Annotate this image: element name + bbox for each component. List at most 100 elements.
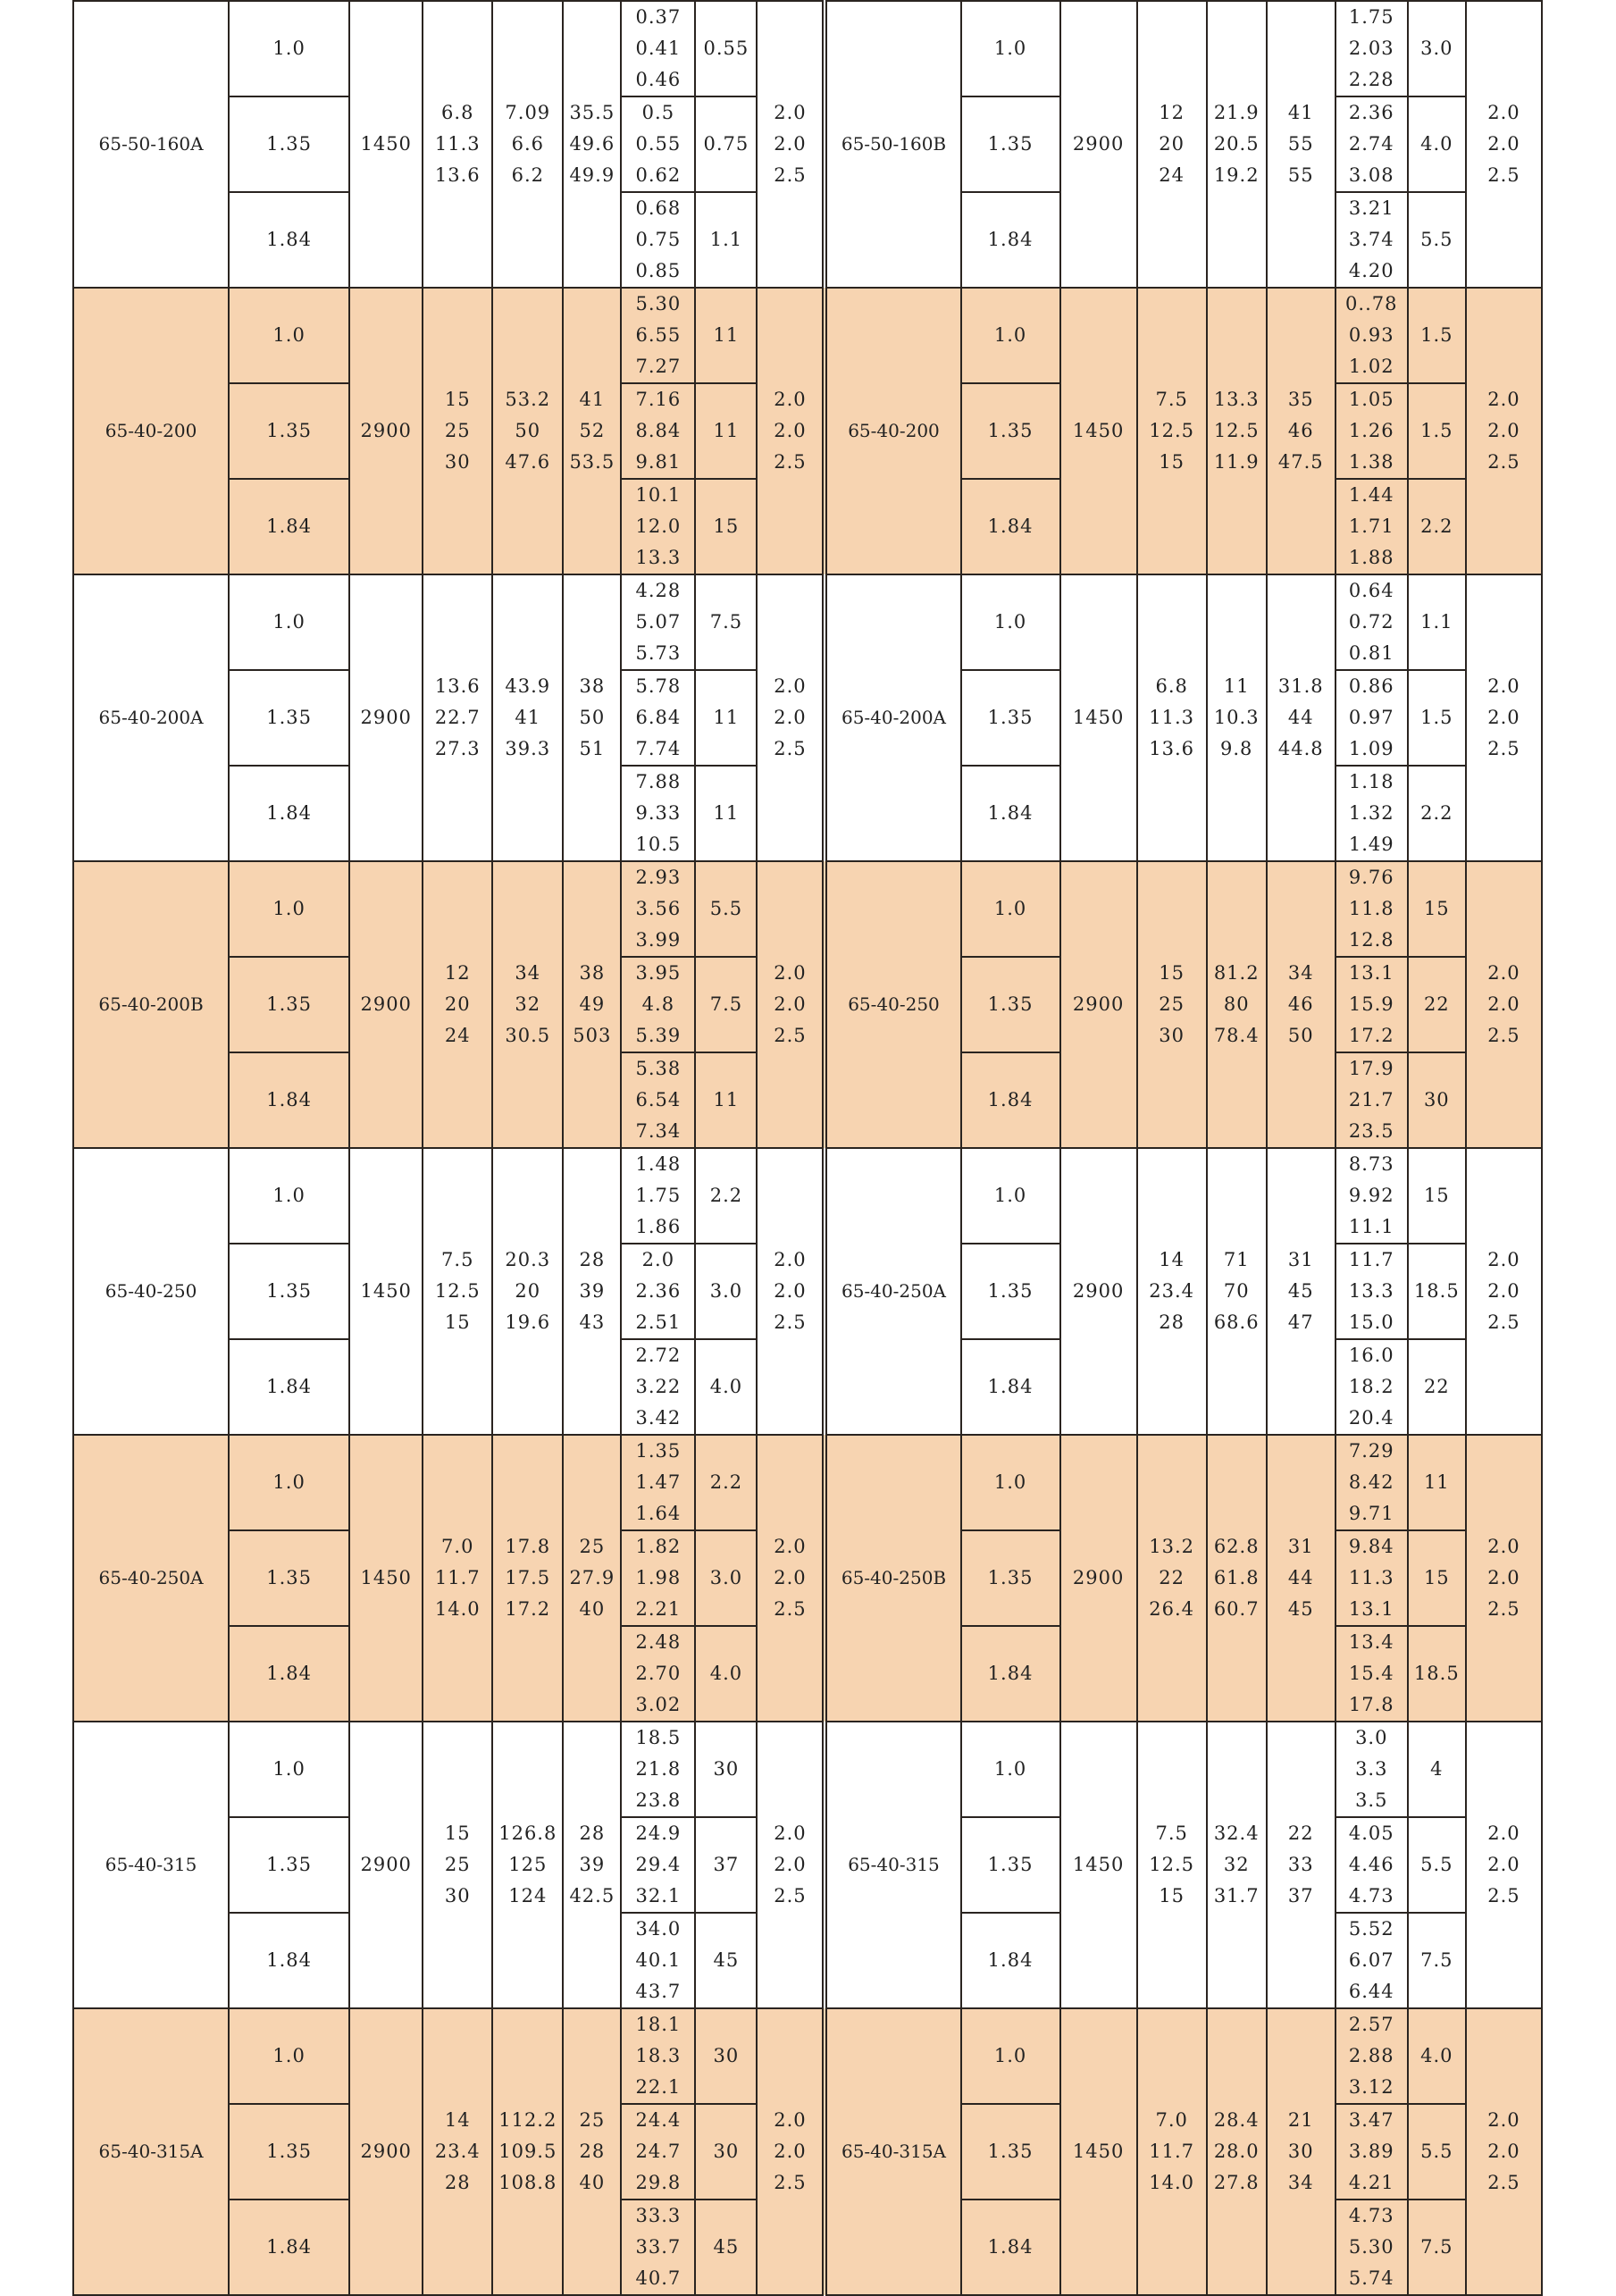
motor-power-value: 11 [713,707,740,728]
power-value: 34.0 [635,1918,682,1940]
flow-value: 30 [444,451,471,473]
eff-value: 40 [579,1598,606,1620]
motor-cell: 45 [694,1912,758,2009]
flow-cell: 12 20 24 [1135,0,1208,289]
power-value: 1.26 [1348,420,1394,441]
eff-value: 21 [1287,2109,1314,2131]
motor-power-value: 3.0 [709,1280,743,1302]
motor-cell: 2.2 [694,1434,758,1531]
model-cell: 65-50-160A [71,0,230,289]
motor-power-value: 15 [1423,1185,1450,1206]
model-name: 65-40-250B [841,1567,947,1588]
speed-value: 2900 [1072,1567,1125,1588]
ratio-value: 1.35 [987,133,1034,155]
power-value: 0.46 [635,69,682,90]
model-name: 65-40-200B [98,993,204,1015]
power-cell: 1.48 1.75 1.86 [620,1147,697,1244]
eff-value: 37 [1287,1885,1314,1906]
ratio-cell: 1.35 [228,1816,351,1914]
speed-value: 1450 [360,1567,412,1588]
table-row: 1.84 2.72 3.22 3.42 4.0 1.84 16.0 18.2 20.4 22 [73,1338,1542,1436]
speed-cell: 2900 [1059,1147,1138,1436]
power-value: 1.88 [1348,547,1394,568]
power-cell: 13.1 15.9 17.2 [1334,956,1409,1053]
flow-value: 15 [444,1823,471,1844]
power-cell: 10.1 12.0 13.3 [620,478,697,575]
power-cell: 1.35 1.47 1.64 [620,1434,697,1531]
ratio-cell: 1.0 [228,860,351,958]
head-value: 27.8 [1213,2172,1260,2193]
npsh-cell: 2.0 2.0 2.5 [1464,0,1544,289]
power-value: 32.1 [635,1885,682,1906]
power-value: 17.2 [1348,1025,1394,1046]
speed-value: 2900 [1072,993,1125,1015]
motor-cell: 4.0 [1406,2007,1467,2105]
power-cell: 2.72 3.22 3.42 [620,1338,697,1436]
power-value: 9.71 [1348,1503,1394,1524]
motor-cell: 7.5 [694,574,758,671]
eff-value: 27.9 [569,1567,615,1588]
npsh-value: 2.5 [1487,451,1520,473]
model-cell: 65-40-250 [822,860,962,1149]
eff-value: 45 [1287,1598,1314,1620]
npsh-value: 2.0 [774,675,807,697]
power-value: 4.20 [1348,260,1394,281]
head-value: 31.7 [1213,1885,1260,1906]
power-value: 3.95 [635,962,682,984]
motor-cell: 1.5 [1406,382,1467,480]
power-value: 4.46 [1348,1854,1394,1875]
power-value: 1.35 [635,1440,682,1462]
eff-value: 55 [1287,133,1314,155]
head-value: 112.2 [498,2109,557,2131]
speed-value: 2900 [360,707,412,728]
model-name: 65-40-200A [841,707,946,728]
npsh-value: 2.5 [1487,1885,1520,1906]
motor-cell: 30 [694,2007,758,2105]
power-value: 9.84 [1348,1536,1394,1557]
motor-power-value: 4 [1430,1758,1444,1780]
motor-cell: 2.2 [1406,765,1467,862]
npsh-value: 2.5 [1487,164,1520,186]
power-cell: 34.0 40.1 43.7 [620,1912,697,2009]
ratio-value: 1.0 [993,2045,1027,2066]
ratio-value: 1.35 [987,420,1034,441]
power-value: 23.8 [635,1789,682,1811]
ratio-cell: 1.0 [228,0,351,97]
speed-value: 2900 [360,420,412,441]
ratio-value: 1.35 [266,420,313,441]
motor-cell: 11 [694,287,758,384]
ratio-value: 1.84 [266,229,313,250]
motor-power-value: 4.0 [1420,133,1453,155]
power-value: 9.76 [1348,867,1394,888]
npsh-value: 2.0 [1487,962,1520,984]
npsh-value: 2.0 [774,993,807,1015]
head-value: 20 [515,1280,541,1302]
head-cell: 112.2 109.5 108.8 [491,2007,565,2296]
power-value: 3.02 [635,1694,682,1715]
model-cell: 65-40-250A [822,1147,962,1436]
power-cell: 0.68 0.75 0.85 [620,191,697,289]
flow-value: 15 [1159,962,1185,984]
model-cell: 65-40-200 [71,287,230,575]
npsh-value: 2.5 [774,1311,807,1333]
npsh-value: 2.5 [774,2172,807,2193]
head-value: 10.3 [1213,707,1260,728]
motor-power-value: 15 [1423,1567,1450,1588]
power-value: 0.81 [1348,642,1394,664]
head-value: 13.3 [1213,389,1260,410]
npsh-value: 2.0 [1487,993,1520,1015]
npsh-cell: 2.0 2.0 2.5 [756,574,826,862]
power-value: 13.4 [1348,1631,1394,1653]
ratio-cell: 1.0 [959,1147,1061,1244]
ratio-cell: 1.84 [228,765,351,862]
model-name: 65-40-315A [98,2141,204,2162]
eff-cell: 41 52 53.5 [562,287,623,575]
motor-power-value: 18.5 [1413,1280,1460,1302]
power-value: 1.75 [1348,6,1394,28]
power-value: 13.3 [635,547,682,568]
head-value: 11 [1223,675,1250,697]
flow-value: 23.4 [434,2141,481,2162]
speed-value: 1450 [360,133,412,155]
power-value: 43.7 [635,1981,682,2002]
ratio-value: 1.0 [993,611,1027,633]
